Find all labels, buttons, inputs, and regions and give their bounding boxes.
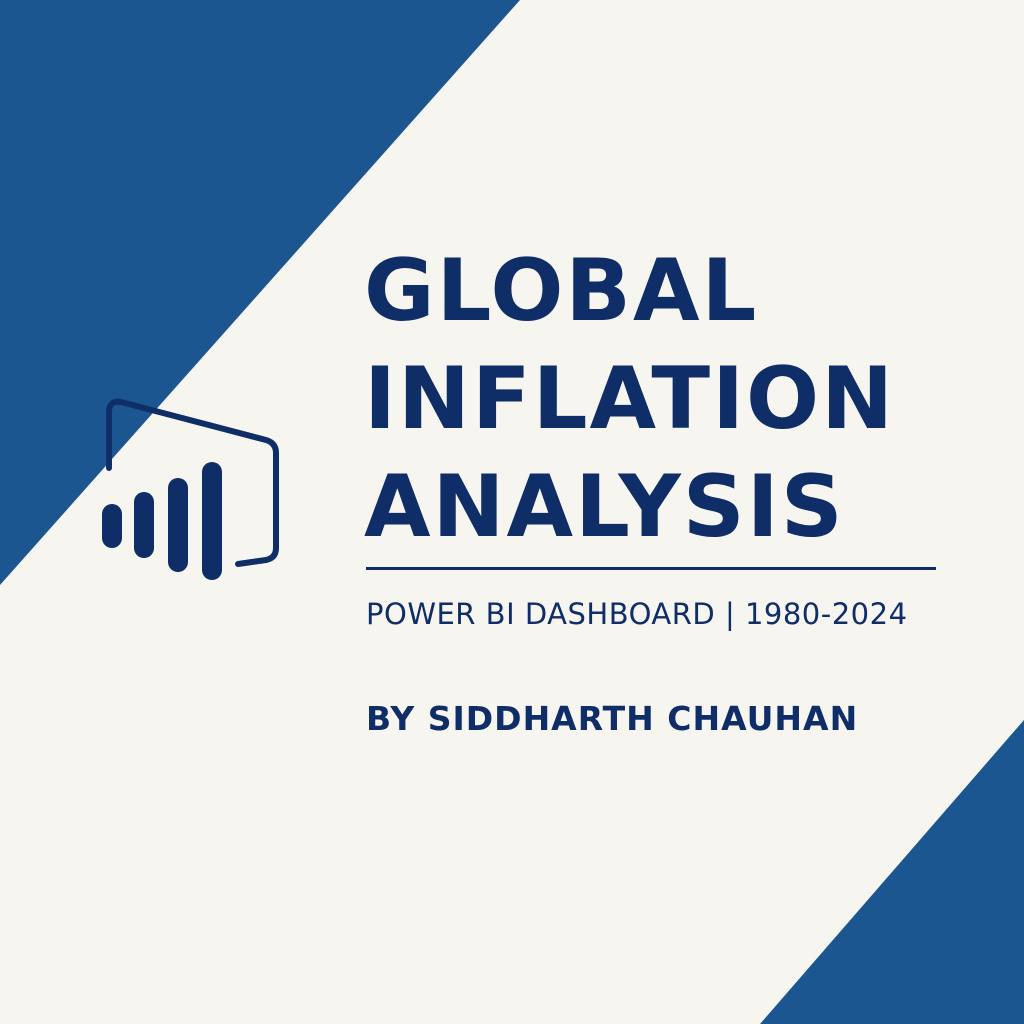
bottom-right-blue-triangle	[760, 720, 1024, 1024]
title-line-1: GLOBAL	[364, 241, 759, 341]
power-bi-icon	[102, 398, 279, 580]
logo-bar-1	[102, 504, 122, 548]
author-credit: BY SIDDHARTH CHAUHAN	[366, 699, 859, 738]
title-line-3: ANALYSIS	[364, 457, 845, 557]
title-divider	[366, 567, 936, 570]
subtitle: POWER BI DASHBOARD | 1980-2024	[366, 597, 908, 631]
logo-bar-2	[134, 492, 154, 558]
title-line-2: INFLATION	[364, 349, 896, 449]
top-left-blue-triangle	[0, 0, 520, 585]
logo-outline	[106, 398, 279, 567]
logo-bar-3	[168, 478, 188, 572]
logo-bar-4	[202, 462, 222, 580]
